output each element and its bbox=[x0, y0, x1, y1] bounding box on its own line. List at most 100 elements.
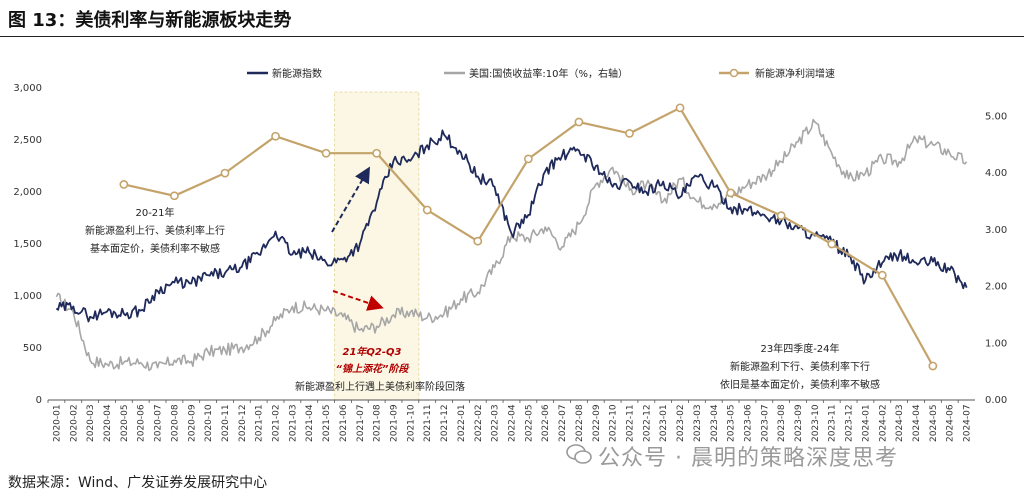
x-tick-label: 2023-06 bbox=[743, 404, 753, 442]
x-tick-label: 2022-03 bbox=[491, 404, 501, 442]
profit-point bbox=[220, 168, 230, 178]
profit-point bbox=[473, 236, 483, 246]
annotation-arrows bbox=[331, 166, 384, 311]
profit-point bbox=[271, 131, 280, 141]
profit-point bbox=[321, 148, 331, 158]
x-tick-label: 2020-09 bbox=[187, 404, 197, 442]
x-tick-label: 2022-12 bbox=[642, 404, 652, 442]
profit-point bbox=[119, 180, 129, 189]
x-tick-label: 2020-10 bbox=[204, 404, 214, 442]
x-tick-label: 2024-04 bbox=[912, 404, 922, 442]
x-tick-label: 2020-12 bbox=[238, 404, 248, 442]
x-tick-label: 2021-09 bbox=[390, 404, 400, 442]
y-left-tick-label: 1,500 bbox=[13, 239, 42, 250]
arrow-index-up bbox=[331, 166, 371, 233]
x-tick-label: 2021-04 bbox=[305, 404, 315, 442]
x-tick-label: 2021-03 bbox=[288, 404, 298, 442]
x-tick-label: 2024-02 bbox=[878, 404, 888, 442]
legend-marker-profit bbox=[729, 68, 739, 78]
y-left-tick-label: 1,000 bbox=[13, 291, 42, 302]
y-left-tick-label: 3,000 bbox=[13, 83, 42, 94]
x-tick-label: 2022-08 bbox=[575, 404, 585, 442]
figure-title: 图 13：美债利率与新能源板块走势 bbox=[8, 10, 292, 31]
x-tick-label: 2020-03 bbox=[86, 404, 96, 442]
x-tick-label: 2023-09 bbox=[794, 404, 804, 442]
x-tick-label: 2020-04 bbox=[103, 404, 113, 442]
chart: 0 500 1,000 1,500 2,000 2,500 3,000 0.00 1.00 2.0… bbox=[13, 67, 1007, 442]
y-right-tick-label: 3.00 bbox=[985, 225, 1007, 236]
profit-point bbox=[523, 154, 533, 164]
x-tick-label: 2024-01 bbox=[861, 404, 871, 442]
annotation-1-line-2: 新能源盈利上行、美债利率上行 bbox=[85, 224, 225, 237]
x-tick-label: 2024-07 bbox=[963, 404, 973, 442]
x-tick-label: 2022-09 bbox=[592, 404, 602, 442]
y-right-tick-label: 5.00 bbox=[985, 111, 1007, 122]
profit-point bbox=[675, 103, 685, 113]
x-tick-label: 2021-06 bbox=[339, 404, 349, 442]
x-tick-label: 2022-01 bbox=[457, 404, 467, 442]
x-tick-label: 2023-04 bbox=[710, 404, 720, 442]
y-left-tick-label: 2,500 bbox=[13, 135, 42, 146]
profit-point bbox=[170, 191, 179, 201]
x-tick-label: 2021-01 bbox=[255, 404, 265, 442]
x-tick-label: 2023-08 bbox=[777, 404, 787, 442]
x-tick-label: 2022-04 bbox=[508, 404, 518, 442]
x-tick-label: 2020-11 bbox=[221, 404, 231, 442]
x-tick-label: 2024-06 bbox=[946, 404, 956, 442]
axes: 0 500 1,000 1,500 2,000 2,500 3,000 0.00 1.00 2.0… bbox=[13, 83, 1007, 442]
x-tick-label: 2022-11 bbox=[625, 404, 635, 442]
x-tick-label: 2023-07 bbox=[760, 404, 770, 442]
x-tick-label: 2021-05 bbox=[322, 404, 332, 442]
profit-point bbox=[625, 128, 634, 138]
legend-label-index: 新能源指数 bbox=[272, 67, 322, 80]
x-tick-label: 2020-02 bbox=[69, 404, 79, 442]
annotation-4-line-3: 依旧是基本面定价，美债利率不敏感 bbox=[720, 378, 880, 391]
arrow-yield-down bbox=[332, 290, 384, 311]
highlight-band bbox=[334, 91, 420, 401]
watermark: 公众号 · 晨明的策略深度思考 bbox=[598, 446, 898, 471]
x-tick-label: 2023-01 bbox=[659, 404, 669, 442]
x-tick-label: 2023-12 bbox=[845, 404, 855, 442]
annotation-2-line-2: “锦上添花”阶段 bbox=[336, 363, 411, 375]
x-tick-label: 2022-05 bbox=[524, 404, 534, 442]
x-tick-label: 2022-02 bbox=[474, 404, 484, 442]
y-right-tick-label: 4.00 bbox=[985, 168, 1007, 179]
y-left-tick-label: 500 bbox=[23, 343, 42, 354]
annotation-4-line-1: 23年四季度-24年 bbox=[760, 342, 839, 355]
annotation-1-line-1: 20-21年 bbox=[135, 206, 174, 219]
x-tick-label: 2024-03 bbox=[895, 404, 905, 442]
x-tick-label: 2021-11 bbox=[423, 404, 433, 442]
profit-point bbox=[827, 239, 837, 249]
x-tick-label: 2020-08 bbox=[170, 404, 180, 442]
profit-point bbox=[372, 148, 382, 158]
profit-point bbox=[877, 270, 887, 280]
profit-point bbox=[422, 205, 432, 215]
x-tick-label: 2021-08 bbox=[373, 404, 383, 442]
x-tick-label: 2022-07 bbox=[558, 404, 568, 442]
legend: 新能源指数 美国:国债收益率:10年（%，右轴） 新能源净利润增速 bbox=[247, 67, 835, 80]
annotations: 20-21年 新能源盈利上行、美债利率上行 基本面定价，美债利率不敏感 21年Q… bbox=[85, 206, 880, 393]
y-left-tick-label: 0 bbox=[36, 395, 42, 406]
x-tick-label: 2023-10 bbox=[811, 404, 821, 442]
series-profit-line bbox=[119, 103, 938, 371]
x-tick-label: 2021-02 bbox=[272, 404, 282, 442]
y-right-tick-label: 0.00 bbox=[985, 395, 1007, 406]
legend-label-yield: 美国:国债收益率:10年（%，右轴） bbox=[469, 67, 628, 80]
annotation-4-line-2: 新能源盈利下行、美债利率下行 bbox=[730, 360, 870, 373]
y-right-tick-label: 1.00 bbox=[985, 338, 1007, 349]
profit-point bbox=[928, 361, 938, 371]
y-left-tick-label: 2,000 bbox=[13, 187, 42, 198]
x-tick-label: 2020-06 bbox=[137, 404, 147, 442]
y-right-tick-label: 2.00 bbox=[985, 282, 1007, 293]
x-tick-label: 2024-05 bbox=[929, 404, 939, 442]
x-tick-label: 2021-10 bbox=[406, 404, 416, 442]
x-tick-label: 2023-02 bbox=[676, 404, 686, 442]
x-tick-label: 2022-06 bbox=[541, 404, 551, 442]
x-tick-label: 2022-10 bbox=[609, 404, 619, 442]
x-tick-label: 2023-11 bbox=[828, 404, 838, 442]
x-tick-label: 2020-05 bbox=[120, 404, 130, 442]
profit-point bbox=[574, 117, 584, 127]
title-divider bbox=[0, 36, 1024, 37]
annotation-2-line-1: 21年Q2-Q3 bbox=[343, 346, 402, 358]
x-tick-label: 2020-07 bbox=[154, 404, 164, 442]
